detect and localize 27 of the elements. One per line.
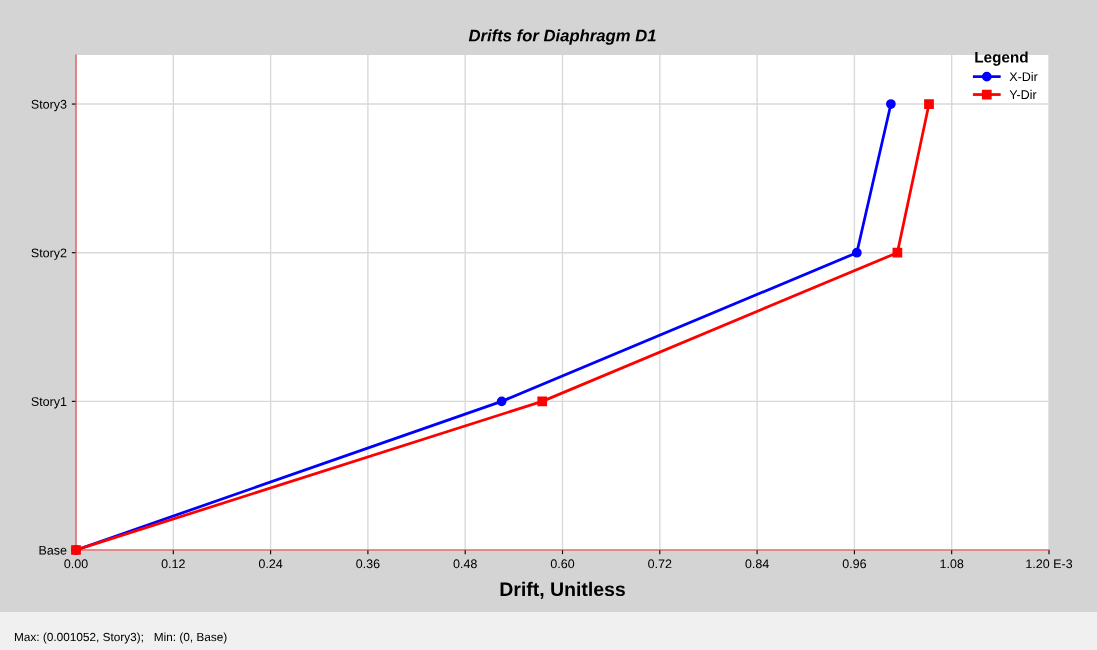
legend-label: X-Dir [1009, 71, 1038, 82]
x-tick-label: 1.08 [940, 559, 964, 569]
chart-title: Drifts for Diaphragm D1 [468, 29, 656, 45]
x-tick-label: 0.60 [550, 559, 575, 569]
x-tick-label: 0.72 [648, 559, 672, 569]
point [924, 99, 934, 109]
y-tick-label: Base [39, 545, 67, 555]
text: Max: (0.001052, Story3); Min: (0, Base) [14, 632, 227, 644]
point [892, 247, 903, 258]
y-tick-label: Story3 [31, 99, 67, 112]
x-tick-label: 0.96 [842, 559, 867, 569]
x-tick-label: 1.20 E-3 [1026, 559, 1073, 569]
x-axis-title: Drift, Unitless [500, 581, 625, 599]
x-tick-label: 0.84 [745, 559, 769, 569]
legend-title: Legend [975, 51, 1028, 66]
x-tick-label: 0.24 [258, 559, 283, 569]
x-tick-label: 0.36 [356, 559, 380, 569]
point [851, 247, 862, 258]
legend-label: Y-Dir [1009, 89, 1037, 99]
point [496, 396, 507, 407]
y-tick-label: Story1 [31, 397, 67, 409]
point [537, 396, 548, 407]
x-tick-label: 0.12 [161, 559, 185, 569]
x-tick-label: 0.00 [64, 559, 88, 569]
x-tick-label: 0.48 [453, 559, 477, 569]
point [886, 99, 896, 109]
y-tick-label: Story2 [31, 248, 67, 260]
